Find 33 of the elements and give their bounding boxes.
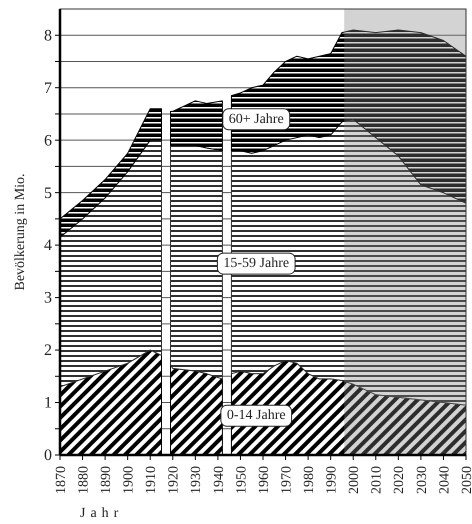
y-tick-label: 8 xyxy=(44,27,52,44)
y-tick-label: 1 xyxy=(44,394,52,412)
y-tick-label: 2 xyxy=(44,342,52,360)
series-label: 60+ Jahre xyxy=(228,112,284,127)
x-tick-label: 1900 xyxy=(122,466,137,494)
x-tick-label: 1920 xyxy=(166,466,182,494)
y-tick-label: 7 xyxy=(44,80,52,97)
series-label: 15-59 Jahre xyxy=(223,256,290,272)
x-tick-label: 2020 xyxy=(392,466,408,494)
x-tick-label: 1910 xyxy=(144,466,160,494)
series-label: 0-14 Jahre xyxy=(226,408,286,424)
y-tick-label: 3 xyxy=(44,290,52,307)
y-tick-label: 0 xyxy=(44,447,52,464)
y-tick-label: 5 xyxy=(44,184,52,202)
y-tick-label: 4 xyxy=(44,237,52,254)
x-tick-label: 1930 xyxy=(189,466,204,494)
x-tick-label: 2050 xyxy=(460,466,472,494)
x-tick-label: 2040 xyxy=(437,466,452,494)
x-tick-label: 1880 xyxy=(76,466,92,494)
x-tick-label: 2010 xyxy=(370,466,385,494)
x-tick-label: 1990 xyxy=(324,466,340,494)
x-tick-label: 1970 xyxy=(279,466,294,494)
x-tick-label: 1950 xyxy=(234,466,250,494)
x-tick-label: 2030 xyxy=(414,466,430,494)
y-tick-label: 6 xyxy=(44,132,52,150)
x-tick-label: 1980 xyxy=(302,466,318,494)
x-tick-label: 1960 xyxy=(256,466,272,494)
x-tick-label: 1940 xyxy=(212,466,227,494)
x-axis-title: Jahr xyxy=(80,506,124,521)
x-tick-label: 1890 xyxy=(99,466,114,494)
y-axis-title: Bevölkerung in Mio. xyxy=(13,173,28,291)
x-tick-label: 2000 xyxy=(347,466,362,494)
x-tick-label: 1870 xyxy=(54,466,69,494)
